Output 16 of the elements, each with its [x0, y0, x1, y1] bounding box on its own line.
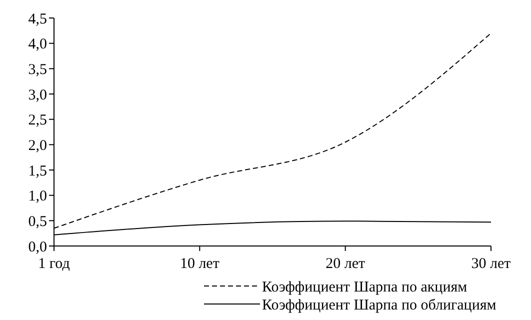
y-tick-label: 2,5 [28, 112, 47, 129]
y-tick-label: 2,0 [28, 138, 47, 154]
x-tick-label: 30 лет [471, 256, 512, 272]
x-tick-label: 1 год [38, 256, 70, 272]
y-tick-label: 3,0 [28, 87, 47, 104]
y-tick-label: 0,5 [28, 214, 47, 230]
y-tick-label: 3,5 [28, 62, 47, 78]
x-tick-label: 20 лет [326, 256, 366, 272]
legend-label: Коэффициент Шарпа по акциям [262, 279, 468, 296]
legend-label: Коэффициент Шарпа по облигациям [262, 297, 497, 314]
y-tick-label: 4,0 [28, 36, 47, 53]
y-tick-label: 1,5 [28, 163, 47, 180]
y-tick-label: 0,0 [28, 239, 47, 256]
x-tick-label: 10 лет [180, 256, 220, 272]
y-tick-label: 1,0 [28, 188, 47, 205]
y-tick-label: 4,5 [28, 11, 47, 28]
